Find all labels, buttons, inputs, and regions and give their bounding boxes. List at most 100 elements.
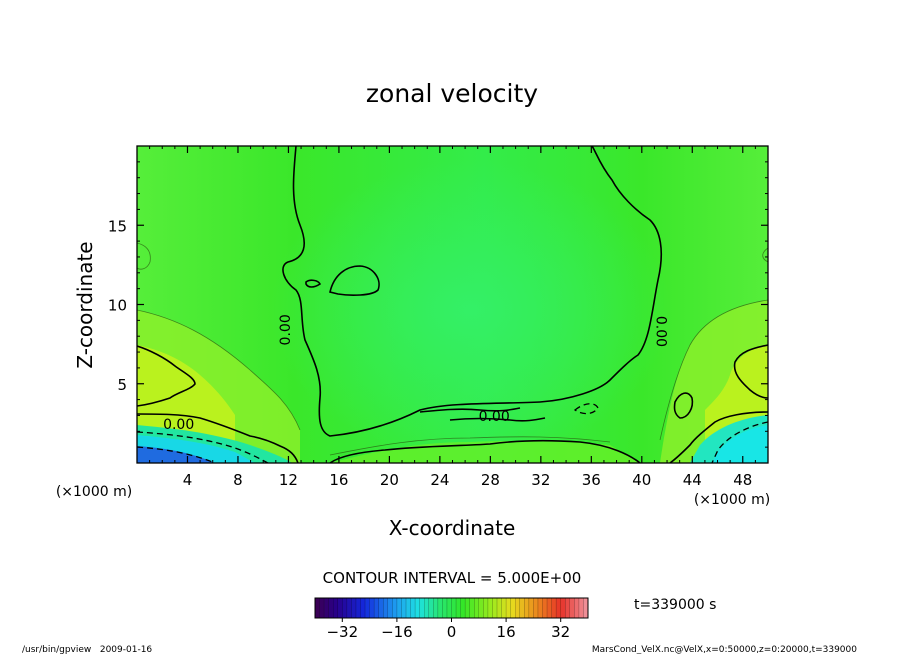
colorbar-segment [406, 598, 411, 618]
x-tick-label: 8 [233, 471, 243, 489]
colorbar-segment [574, 598, 580, 618]
colorbar-segment [524, 598, 530, 618]
z-axis-unit-label-left: (×1000 m) [56, 484, 132, 500]
colorbar-segment [355, 598, 361, 618]
footer-program-date: /usr/bin/gpview 2009-01-16 [22, 645, 152, 654]
colorbar-segment [478, 598, 484, 618]
colorbar-segment [369, 598, 375, 618]
x-tick-label: 40 [632, 471, 651, 489]
colorbar-tick-label: −16 [381, 623, 413, 641]
x-tick-label: 4 [183, 471, 193, 489]
contour-interval-text: CONTOUR INTERVAL = 5.000E+00 [323, 569, 582, 587]
x-tick-label: 20 [380, 471, 399, 489]
colorbar-segment [456, 598, 461, 618]
colorbar-segment [519, 598, 525, 618]
contour-label: 0.00 [653, 316, 669, 347]
colorbar-segment [437, 598, 443, 618]
colorbar-segment [328, 598, 334, 618]
colorbar-segment [424, 598, 430, 618]
footer-source: MarsCond_VelX.nc@VelX,x=0:50000,z=0:2000… [592, 645, 857, 654]
colorbar-segment [337, 598, 343, 618]
colorbar-tick-label: −32 [326, 623, 358, 641]
colorbar-segment [487, 598, 493, 618]
contour-label: 0.00 [278, 314, 294, 345]
y-tick-label: 15 [108, 217, 127, 235]
colorbar-segment [342, 598, 348, 618]
contour-label: 0.00 [163, 417, 194, 433]
field-center-region [270, 160, 670, 460]
colorbar-segment [583, 598, 589, 618]
x-tick-label: 44 [683, 471, 702, 489]
x-axis-label: X-coordinate [389, 516, 516, 540]
contour-label: 0.00 [479, 409, 510, 425]
colorbar-segment [542, 598, 548, 618]
colorbar-segment [442, 598, 448, 618]
x-axis-unit-label-right: (×1000 m) [694, 492, 770, 508]
colorbar-segment [533, 598, 539, 618]
colorbar-segment [506, 598, 511, 618]
colorbar-segment [474, 598, 480, 618]
colorbar-segment [460, 598, 466, 618]
x-tick-label: 48 [733, 471, 752, 489]
colorbar-segment [433, 598, 439, 618]
colorbar-segment [346, 598, 352, 618]
colorbar-segment [333, 598, 339, 618]
colorbar-segment [451, 598, 457, 618]
colorbar-tick-label: 16 [497, 623, 516, 641]
colorbar-segment [492, 598, 498, 618]
colorbar-segment [324, 598, 329, 618]
chart-title: zonal velocity [366, 79, 538, 108]
x-tick-label: 12 [279, 471, 298, 489]
colorbar-segment [392, 598, 398, 618]
colorbar-segment [551, 598, 557, 618]
x-tick-label: 36 [582, 471, 601, 489]
colorbar-segment [528, 598, 534, 618]
x-tick-label: 28 [481, 471, 500, 489]
colorbar-segment [569, 598, 575, 618]
colorbar-segment [315, 598, 320, 618]
colorbar-segment [547, 598, 552, 618]
field-bottom-left-blue [137, 446, 215, 463]
colorbar-segment [428, 598, 434, 618]
y-axis-ticks: 5 10 15 [108, 161, 768, 448]
x-tick-label: 32 [531, 471, 550, 489]
y-axis-label: Z-coordinate [73, 241, 97, 368]
colorbar-tick-label: 0 [447, 623, 457, 641]
colorbar-segment [351, 598, 357, 618]
x-tick-label: 24 [430, 471, 449, 489]
colorbar-tick-label: 32 [551, 623, 570, 641]
field-bottom-right-lightcyan [712, 425, 768, 463]
colorbar-segment [401, 598, 407, 618]
colorbar-segment [387, 598, 393, 618]
x-axis-ticks: 4 8 12 16 20 24 28 32 36 40 44 48 [149, 146, 756, 489]
colorbar-segment [560, 598, 566, 618]
colorbar-segment [419, 598, 425, 618]
plot-area: 0.00 0.00 0.00 0.00 [137, 146, 768, 463]
colorbar-segment [319, 598, 325, 618]
colorbar-ticks: −32 −16 0 16 32 [326, 618, 570, 641]
colorbar-segment [396, 598, 402, 618]
colorbar-segment [365, 598, 370, 618]
colorbar-segment [515, 598, 521, 618]
negative-contours [137, 403, 768, 463]
colorbar-segment [578, 598, 584, 618]
y-tick-label: 5 [117, 376, 127, 394]
colorbar-segment [565, 598, 571, 618]
x-tick-label: 16 [329, 471, 348, 489]
colorbar-segment [383, 598, 389, 618]
colorbar-segment [510, 598, 516, 618]
colorbar-segment [465, 598, 470, 618]
zero-contours [137, 146, 768, 463]
colorbar-segment [415, 598, 420, 618]
colorbar-segment [556, 598, 561, 618]
contour-labels: 0.00 0.00 0.00 0.00 [163, 314, 669, 433]
time-label: t=339000 s [634, 597, 716, 613]
colorbar-segment [410, 598, 416, 618]
colorbar-segment [360, 598, 366, 618]
colorbar-segment [483, 598, 489, 618]
colorbar-segment [497, 598, 502, 618]
colorbar [314, 597, 589, 619]
colorbar-segment [537, 598, 543, 618]
colorbar-segment [446, 598, 452, 618]
